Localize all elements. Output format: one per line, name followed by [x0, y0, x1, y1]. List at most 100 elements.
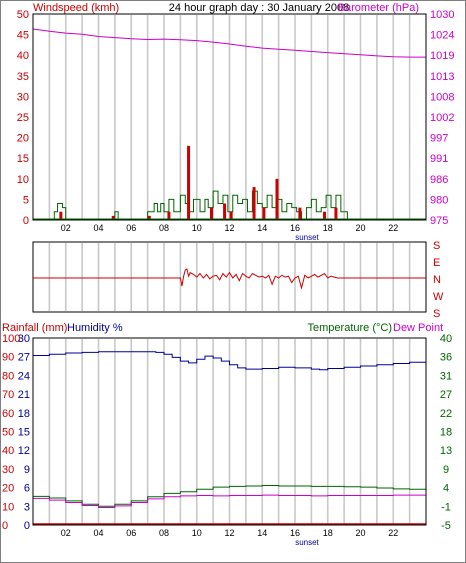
top-plot-frame: [32, 13, 427, 221]
windspeed-bar: [167, 211, 171, 220]
temperature-tick-label: -5: [441, 520, 451, 532]
barometer-tick-label: 975: [430, 215, 448, 227]
bottom-x-ticks: 02 04 06 08 10 12 14 16 18 20 22: [61, 528, 399, 538]
humidity-tick-label: 30: [18, 333, 30, 345]
bottom-plot-frame: [32, 337, 427, 526]
direction-marks: [33, 268, 426, 290]
barometer-tick-label: 991: [430, 153, 448, 165]
x-tick-label: 04: [93, 528, 103, 538]
x-tick-label: 02: [61, 528, 71, 538]
humidity-tick-label: 6: [24, 483, 30, 495]
x-tick-label: 14: [257, 223, 267, 233]
direction-plot-frame: [32, 241, 427, 313]
x-tick-label: 08: [159, 528, 169, 538]
direction-series-line: [33, 268, 426, 290]
temperature-tick-label: 36: [440, 352, 452, 364]
wind-tick-label: 40: [17, 50, 29, 62]
gust-series-line: [33, 190, 426, 221]
dewpoint-axis-title: Dew Point: [393, 322, 443, 334]
direction-grid: [48, 243, 411, 311]
humidity-tick-label: 9: [24, 464, 30, 476]
temperature-tick-label: 40: [440, 333, 452, 345]
temperature-tick-label: 31: [440, 370, 452, 382]
barometer-tick-label: 1019: [430, 50, 454, 62]
direction-label: S: [433, 240, 440, 252]
humidity-tick-label: 0: [24, 520, 30, 532]
temperature-tick-label: -1: [441, 501, 451, 513]
x-tick-label: 06: [126, 223, 136, 233]
x-tick-label: 10: [192, 223, 202, 233]
barometer-tick-label: 1030: [430, 9, 454, 21]
barometer-tick-label: 986: [430, 174, 448, 186]
wind-tick-label: 0: [23, 215, 29, 227]
x-tick-label: 12: [224, 223, 234, 233]
windspeed-bar: [223, 203, 227, 220]
windspeed-bar: [187, 145, 191, 220]
direction-label: E: [433, 257, 440, 269]
rain-tick-label: 40: [2, 445, 14, 457]
windspeed-bar: [322, 211, 326, 220]
wind-tick-label: 45: [17, 30, 29, 42]
barometer-series-line: [32, 28, 426, 58]
temperature-tick-label: 13: [440, 445, 452, 457]
windspeed-bar: [262, 207, 266, 220]
humidity-tick-label: 27: [18, 352, 30, 364]
rain-tick-label: 90: [2, 352, 14, 364]
temperature-tick-label: 4: [443, 483, 449, 495]
humidity-tick-label: 24: [18, 370, 30, 382]
sunset-label-top: sunset: [295, 233, 319, 242]
barometer-tick-label: 980: [430, 194, 448, 206]
windspeed-bar: [59, 211, 63, 220]
x-tick-label: 16: [290, 528, 300, 538]
wind-tick-label: 20: [17, 133, 29, 145]
barometer-tick-label: 1024: [430, 30, 454, 42]
rain-tick-label: 80: [2, 370, 14, 382]
rain-tick-label: 100: [2, 333, 20, 345]
direction-label: W: [433, 291, 444, 303]
sunset-label-bottom: sunset: [295, 538, 319, 547]
top-marks: [32, 28, 426, 221]
bottom-grid: [48, 339, 411, 524]
temperature-tick-label: 22: [440, 408, 452, 420]
x-tick-label: 02: [61, 223, 71, 233]
windspeed-bar: [275, 178, 279, 220]
rain-humidity-axis-ticks: 0 10 20 30 40 50 60 70 80 90 100 0 3 6 9 12 15 18 21 24 27 30: [2, 333, 30, 532]
x-tick-label: 22: [388, 528, 398, 538]
rain-tick-label: 30: [2, 464, 14, 476]
windspeed-bar: [111, 215, 115, 220]
barometer-axis-title: Barometer (hPa): [338, 2, 419, 14]
top-grid: [48, 15, 411, 219]
wind-tick-label: 30: [17, 91, 29, 103]
x-tick-label: 10: [192, 528, 202, 538]
temperature-tick-label: 18: [440, 427, 452, 439]
humidity-tick-label: 15: [18, 427, 30, 439]
humidity-tick-label: 12: [18, 445, 30, 457]
humidity-series-line: [33, 351, 427, 371]
rain-axis-title: Rainfall (mm): [2, 322, 67, 334]
chart-title: 24 hour graph day : 30 January 2008: [169, 2, 349, 14]
bottom-marks: [33, 351, 427, 525]
wind-tick-label: 15: [17, 153, 29, 165]
top-x-ticks: 02 04 06 08 10 12 14 16 18 20 22: [61, 223, 399, 233]
humidity-tick-label: 21: [18, 389, 30, 401]
windspeed-bar: [252, 187, 256, 220]
humidity-tick-label: 3: [24, 501, 30, 513]
temperature-axis-title: Temperature (°C): [308, 322, 392, 334]
direction-label: N: [433, 274, 441, 286]
barometer-tick-label: 997: [430, 133, 448, 145]
wind-tick-label: 35: [17, 71, 29, 83]
wind-tick-label: 10: [17, 174, 29, 186]
rain-tick-label: 50: [2, 427, 14, 439]
barometer-axis-ticks: 975 980 986 991 997 1002 1008 1013 1019 1024 1030: [430, 9, 454, 227]
x-tick-label: 20: [355, 223, 365, 233]
rain-tick-label: 0: [2, 520, 8, 532]
x-tick-label: 04: [93, 223, 103, 233]
x-tick-label: 14: [257, 528, 267, 538]
x-tick-label: 18: [323, 223, 333, 233]
windspeed-bar: [334, 207, 338, 220]
rain-tick-label: 60: [2, 408, 14, 420]
x-tick-label: 08: [159, 223, 169, 233]
humidity-axis-title: Humidity %: [67, 322, 123, 334]
